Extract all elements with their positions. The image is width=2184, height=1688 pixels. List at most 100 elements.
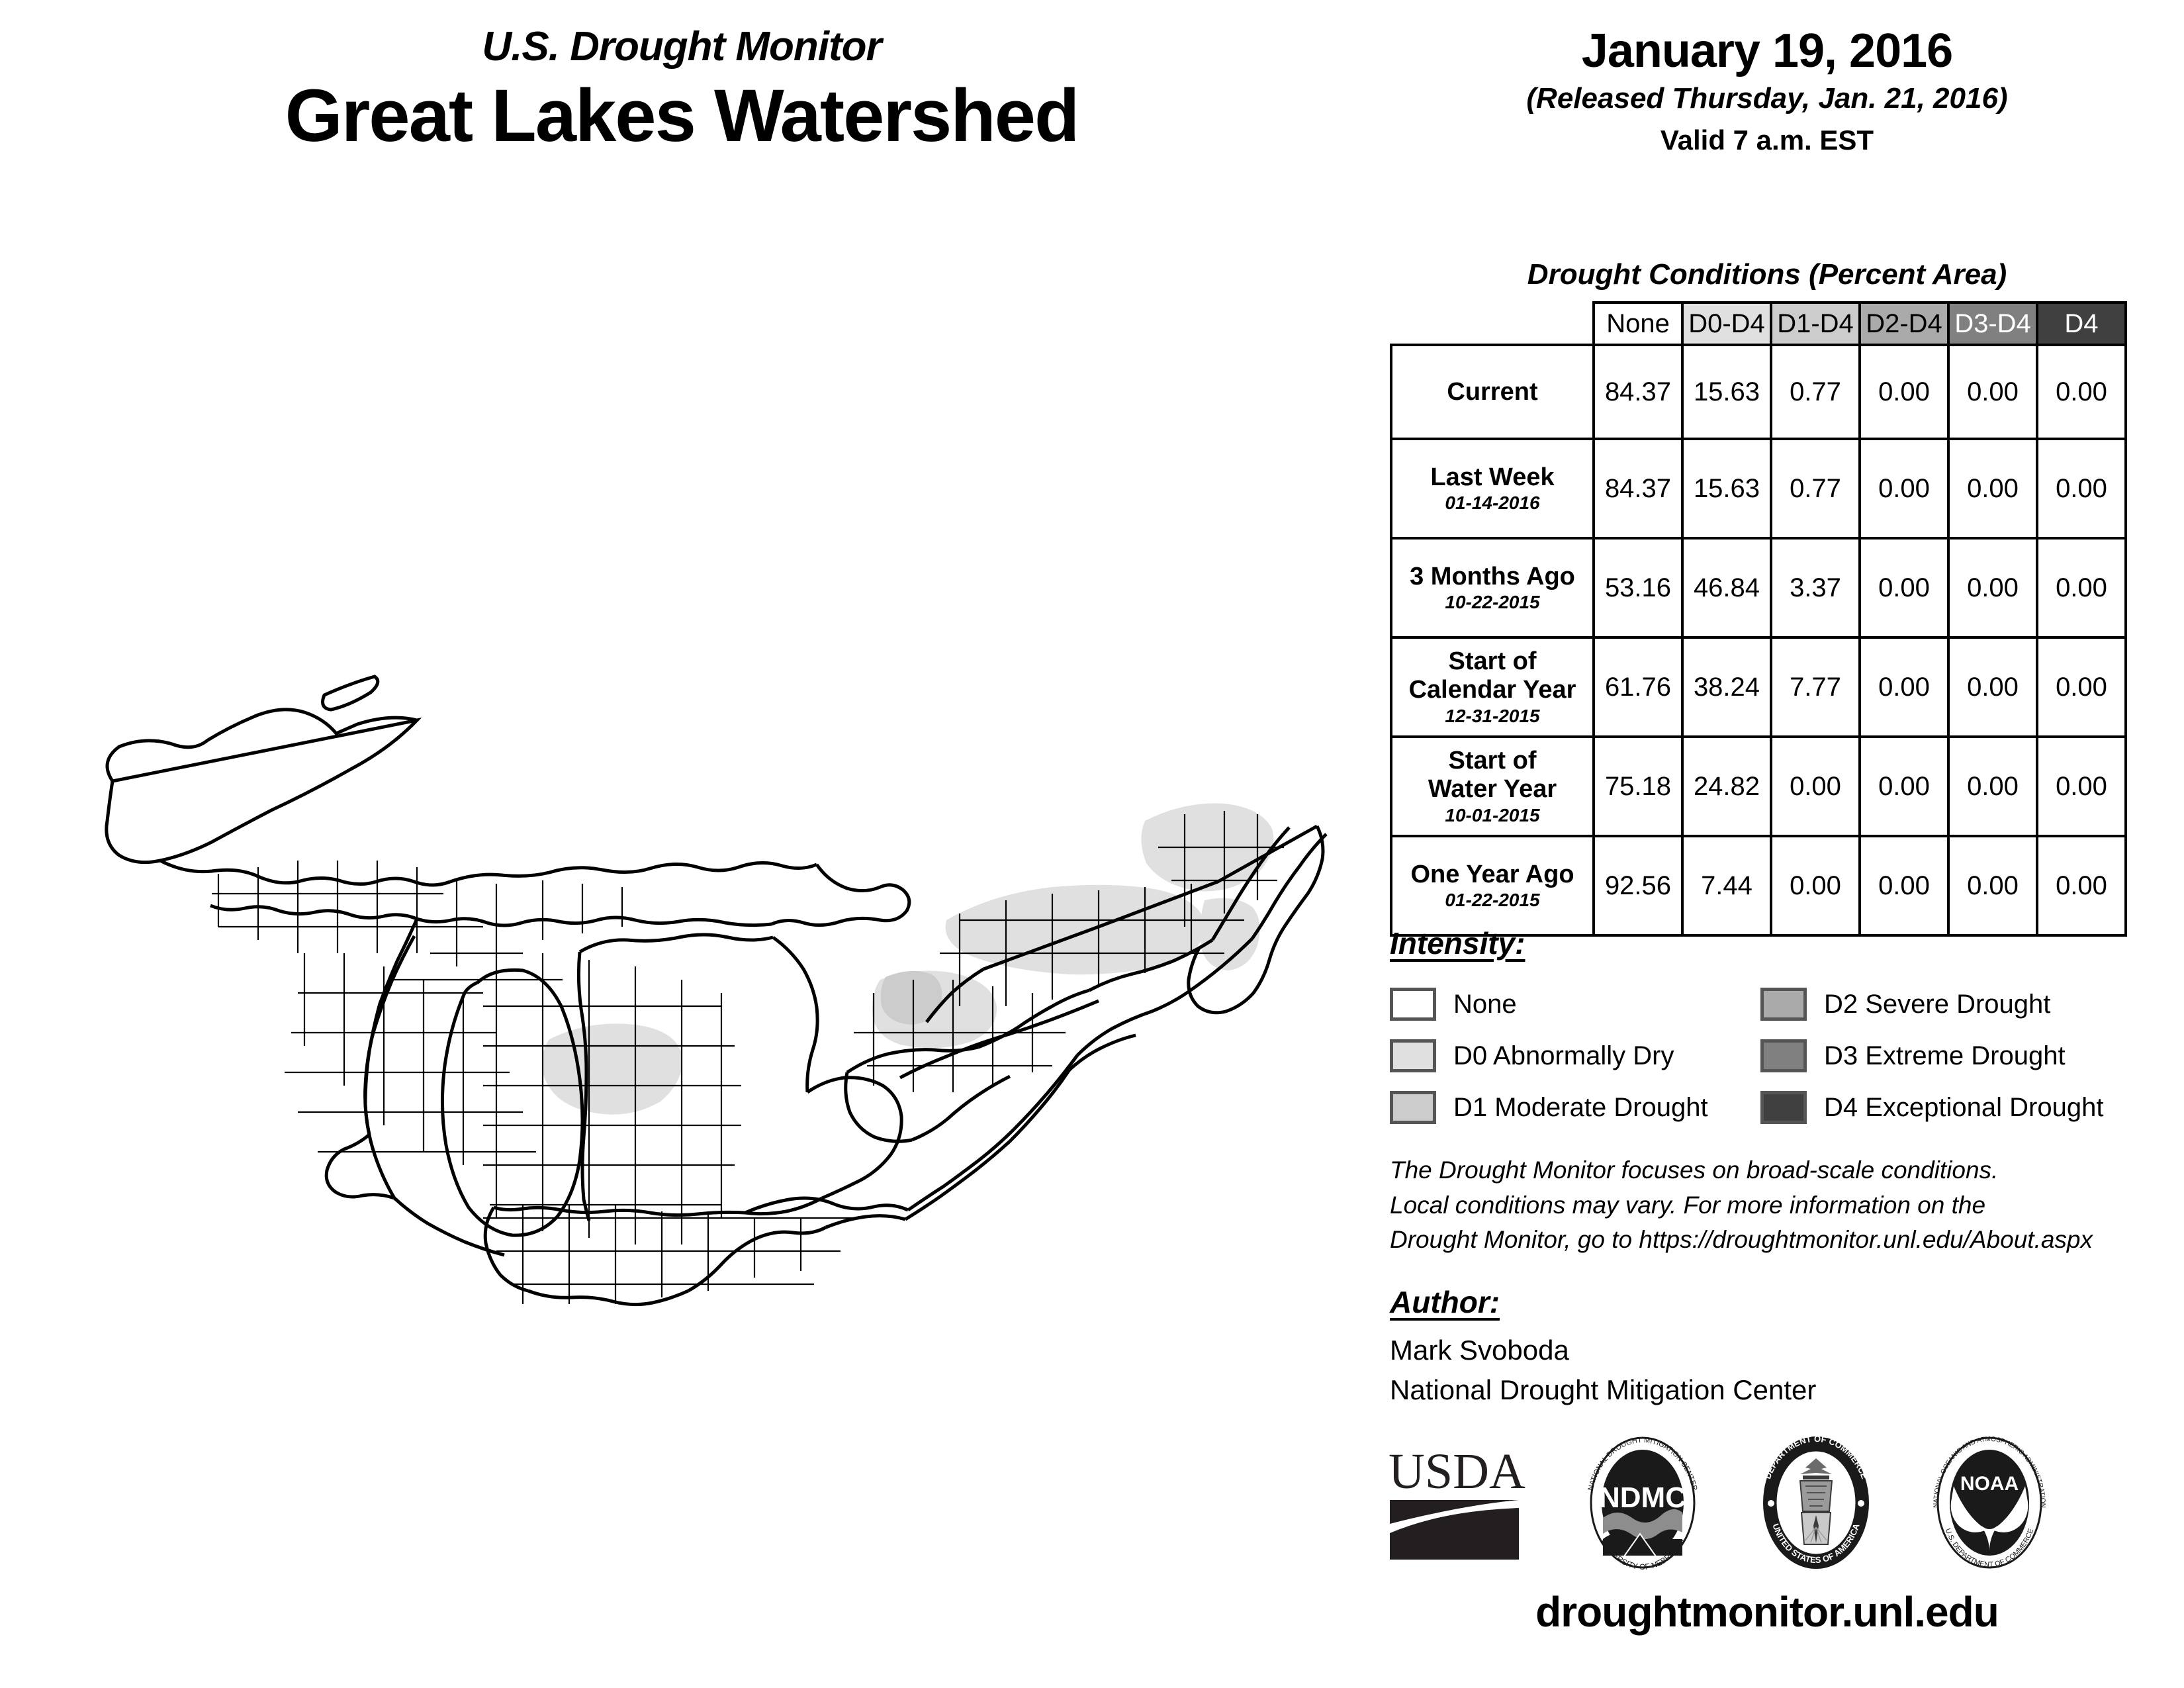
map-shaded-areas xyxy=(542,803,1274,1115)
table-cell-d0-d4: 15.63 xyxy=(1681,438,1772,539)
row-label-date: 01-14-2016 xyxy=(1445,492,1540,514)
row-label-text: Start of xyxy=(1448,747,1537,775)
noaa-logo: NOAA NATIONAL OCEANIC AND ATMOSPHERIC AD… xyxy=(1923,1433,2056,1575)
table-cell-none: 53.16 xyxy=(1592,537,1684,639)
table-row: Start of Calendar Year 12-31-2015 61.76 38.2… xyxy=(1390,636,2127,738)
doc-seal-logo: DEPARTMENT OF COMMERCE UNITED STATES OF … xyxy=(1750,1433,1882,1575)
table-row: Current 84.37 15.63 0.77 0.00 0.00 0.00 xyxy=(1390,344,2127,440)
legend-label: D0 Abnormally Dry xyxy=(1453,1041,1674,1070)
table-col-header-none: None xyxy=(1592,301,1684,346)
table-row: Last Week 01-14-2016 84.37 15.63 0.77 0.00 0.0… xyxy=(1390,438,2127,539)
drought-conditions-table: None D0-D4 D1-D4 D2-D4 D3-D4 D4 Current 84.37 1… xyxy=(1390,301,2127,937)
legend-swatch-icon xyxy=(1760,1091,1807,1124)
legend-item: D4 Exceptional Drought xyxy=(1760,1091,2158,1124)
table-corner-cell xyxy=(1391,303,1594,345)
row-label: 3 Months Ago 10-22-2015 xyxy=(1390,537,1595,639)
row-label: Start of Calendar Year 12-31-2015 xyxy=(1390,636,1595,738)
table-col-header-d2-d4: D2-D4 xyxy=(1858,301,1950,346)
map-date: January 19, 2016 xyxy=(1581,24,1953,77)
legend-label: None xyxy=(1453,989,1517,1019)
legend-label: D3 Extreme Drought xyxy=(1824,1041,2066,1070)
legend-swatch-icon xyxy=(1760,988,1807,1021)
table-cell-d3-d4: 0.00 xyxy=(1947,735,2038,837)
author-name: Mark Svoboda xyxy=(1390,1335,1569,1366)
row-label-text: Water Year xyxy=(1428,775,1557,803)
table-col-header-d4: D4 xyxy=(2036,301,2127,346)
intensity-legend: None D2 Severe Drought D0 Abnormally Dry D3… xyxy=(1390,978,2171,1133)
table-col-header-d1-d4: D1-D4 xyxy=(1770,301,1861,346)
usda-logo: USDA xyxy=(1383,1436,1535,1572)
table-col-header-d0-d4: D0-D4 xyxy=(1681,301,1772,346)
legend-item: D3 Extreme Drought xyxy=(1760,1039,2158,1072)
row-label-text: Start of xyxy=(1448,647,1537,676)
disclaimer-line: Local conditions may vary. For more info… xyxy=(1390,1191,1986,1219)
drought-map xyxy=(20,583,1357,1324)
svg-text:NDMC: NDMC xyxy=(1599,1481,1686,1514)
table-cell-d3-d4: 0.00 xyxy=(1947,537,2038,639)
row-label: Last Week 01-14-2016 xyxy=(1390,438,1595,539)
disclaimer-line: Drought Monitor, go to https://droughtmo… xyxy=(1390,1226,2093,1254)
legend-item: D1 Moderate Drought xyxy=(1390,1091,1760,1124)
table-cell-d4: 0.00 xyxy=(2036,438,2127,539)
table-cell-d4: 0.00 xyxy=(2036,636,2127,738)
legend-item: D0 Abnormally Dry xyxy=(1390,1039,1760,1072)
valid-time: Valid 7 a.m. EST xyxy=(1660,124,1874,156)
table-cell-d1-d4: 7.77 xyxy=(1770,636,1861,738)
legend-label: D4 Exceptional Drought xyxy=(1824,1092,2104,1122)
title-block: U.S. Drought Monitor Great Lakes Watersh… xyxy=(0,26,1363,155)
legend-swatch-icon xyxy=(1390,1039,1436,1072)
row-label-text: Current xyxy=(1447,377,1538,406)
table-cell-none: 75.18 xyxy=(1592,735,1684,837)
intensity-heading: Intensity: xyxy=(1390,926,1525,961)
table-cell-d0-d4: 46.84 xyxy=(1681,537,1772,639)
table-cell-d2-d4: 0.00 xyxy=(1858,835,1950,937)
table-cell-d1-d4: 3.37 xyxy=(1770,537,1861,639)
table-cell-none: 84.37 xyxy=(1592,344,1684,440)
legend-item: D2 Severe Drought xyxy=(1760,988,2158,1021)
row-label-date: 01-22-2015 xyxy=(1445,890,1540,911)
legend-swatch-icon xyxy=(1760,1039,1807,1072)
author-affiliation: National Drought Mitigation Center xyxy=(1390,1374,1817,1405)
table-cell-d1-d4: 0.00 xyxy=(1770,735,1861,837)
table-cell-d1-d4: 0.77 xyxy=(1770,344,1861,440)
row-label: Start of Water Year 10-01-2015 xyxy=(1390,735,1595,837)
logo-row: USDA NDMC NATIONAL DROUGHT MITIGATION CE… xyxy=(1383,1433,2164,1575)
row-label-text: 3 Months Ago xyxy=(1410,562,1575,590)
table-cell-d0-d4: 38.24 xyxy=(1681,636,1772,738)
table-cell-d4: 0.00 xyxy=(2036,735,2127,837)
table-cell-d0-d4: 15.63 xyxy=(1681,344,1772,440)
legend-swatch-icon xyxy=(1390,1091,1436,1124)
legend-swatch-icon xyxy=(1390,988,1436,1021)
author-heading: Author: xyxy=(1390,1285,1500,1319)
row-label-text: Calendar Year xyxy=(1408,676,1576,704)
table-cell-d2-d4: 0.00 xyxy=(1858,344,1950,440)
table-cell-d1-d4: 0.00 xyxy=(1770,835,1861,937)
table-header-row: None D0-D4 D1-D4 D2-D4 D3-D4 D4 xyxy=(1391,301,2127,346)
row-label: One Year Ago 01-22-2015 xyxy=(1390,835,1595,937)
legend-label: D1 Moderate Drought xyxy=(1453,1092,1708,1122)
table-body: Current 84.37 15.63 0.77 0.00 0.00 0.00 Last We… xyxy=(1390,344,2127,937)
row-label: Current xyxy=(1390,344,1595,440)
row-label-date: 10-01-2015 xyxy=(1445,804,1540,825)
table-col-header-d3-d4: D3-D4 xyxy=(1947,301,2038,346)
table-cell-d4: 0.00 xyxy=(2036,835,2127,937)
map-county-lines xyxy=(212,811,1284,1304)
ndmc-logo: NDMC NATIONAL DROUGHT MITIGATION CENTER … xyxy=(1576,1433,1709,1575)
map-state-outlines xyxy=(105,675,1328,1307)
svg-text:NOAA: NOAA xyxy=(1960,1473,2019,1495)
table-cell-none: 92.56 xyxy=(1592,835,1684,937)
author-block: Mark Svoboda National Drought Mitigation… xyxy=(1390,1331,1816,1409)
table-cell-d1-d4: 0.77 xyxy=(1770,438,1861,539)
legend-label: D2 Severe Drought xyxy=(1824,989,2051,1019)
table-cell-d4: 0.00 xyxy=(2036,537,2127,639)
legend-row: D0 Abnormally Dry D3 Extreme Drought xyxy=(1390,1030,2171,1082)
row-label-date: 10-22-2015 xyxy=(1445,592,1540,613)
disclaimer-line: The Drought Monitor focuses on broad-sca… xyxy=(1390,1156,1999,1184)
date-header: January 19, 2016 (Released Thursday, Jan… xyxy=(1370,26,2164,156)
table-row: One Year Ago 01-22-2015 92.56 7.44 0.00 0.00 0… xyxy=(1390,835,2127,937)
table-cell-d0-d4: 7.44 xyxy=(1681,835,1772,937)
row-label-text: Last Week xyxy=(1430,463,1555,491)
table-cell-d2-d4: 0.00 xyxy=(1858,438,1950,539)
table-cell-d3-d4: 0.00 xyxy=(1947,438,2038,539)
table-cell-none: 61.76 xyxy=(1592,636,1684,738)
